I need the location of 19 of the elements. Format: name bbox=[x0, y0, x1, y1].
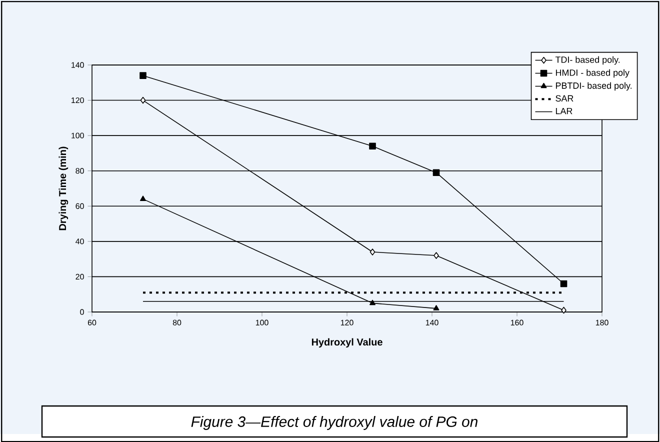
point bbox=[370, 300, 376, 305]
legend-label: TDI- based poly. bbox=[555, 56, 620, 65]
caption: Figure 3—Effect of hydroxyl value of PG on bbox=[191, 416, 478, 430]
point bbox=[561, 306, 566, 314]
legend-label: SAR bbox=[556, 95, 574, 102]
legend-label: HMDI - based poly bbox=[556, 69, 630, 78]
point bbox=[140, 196, 146, 201]
x-axis-title: Hydroxyl Value bbox=[312, 338, 382, 348]
legend-label: LAR bbox=[556, 108, 572, 114]
point bbox=[434, 252, 439, 259]
point bbox=[140, 96, 146, 104]
point bbox=[369, 142, 376, 150]
point bbox=[433, 304, 440, 310]
point bbox=[140, 72, 146, 79]
legend-label: PBTDI- based poly. bbox=[556, 82, 632, 90]
point bbox=[560, 280, 568, 288]
point bbox=[432, 169, 440, 176]
y-axis-title: Drying Time (min) bbox=[58, 146, 68, 230]
point bbox=[370, 248, 376, 256]
